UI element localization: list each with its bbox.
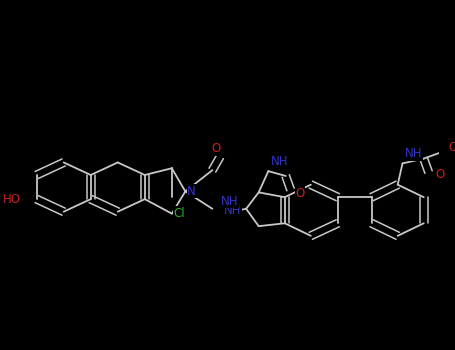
Text: NH: NH: [221, 195, 238, 208]
Text: NH: NH: [404, 147, 422, 160]
Text: O: O: [212, 142, 221, 155]
Text: NH: NH: [224, 204, 242, 217]
Text: HO: HO: [3, 193, 21, 206]
Text: NH: NH: [271, 155, 289, 168]
Text: O: O: [295, 187, 304, 200]
Text: Cl: Cl: [174, 207, 185, 220]
Text: O: O: [449, 141, 455, 154]
Text: O: O: [435, 168, 445, 181]
Text: N: N: [187, 185, 196, 198]
